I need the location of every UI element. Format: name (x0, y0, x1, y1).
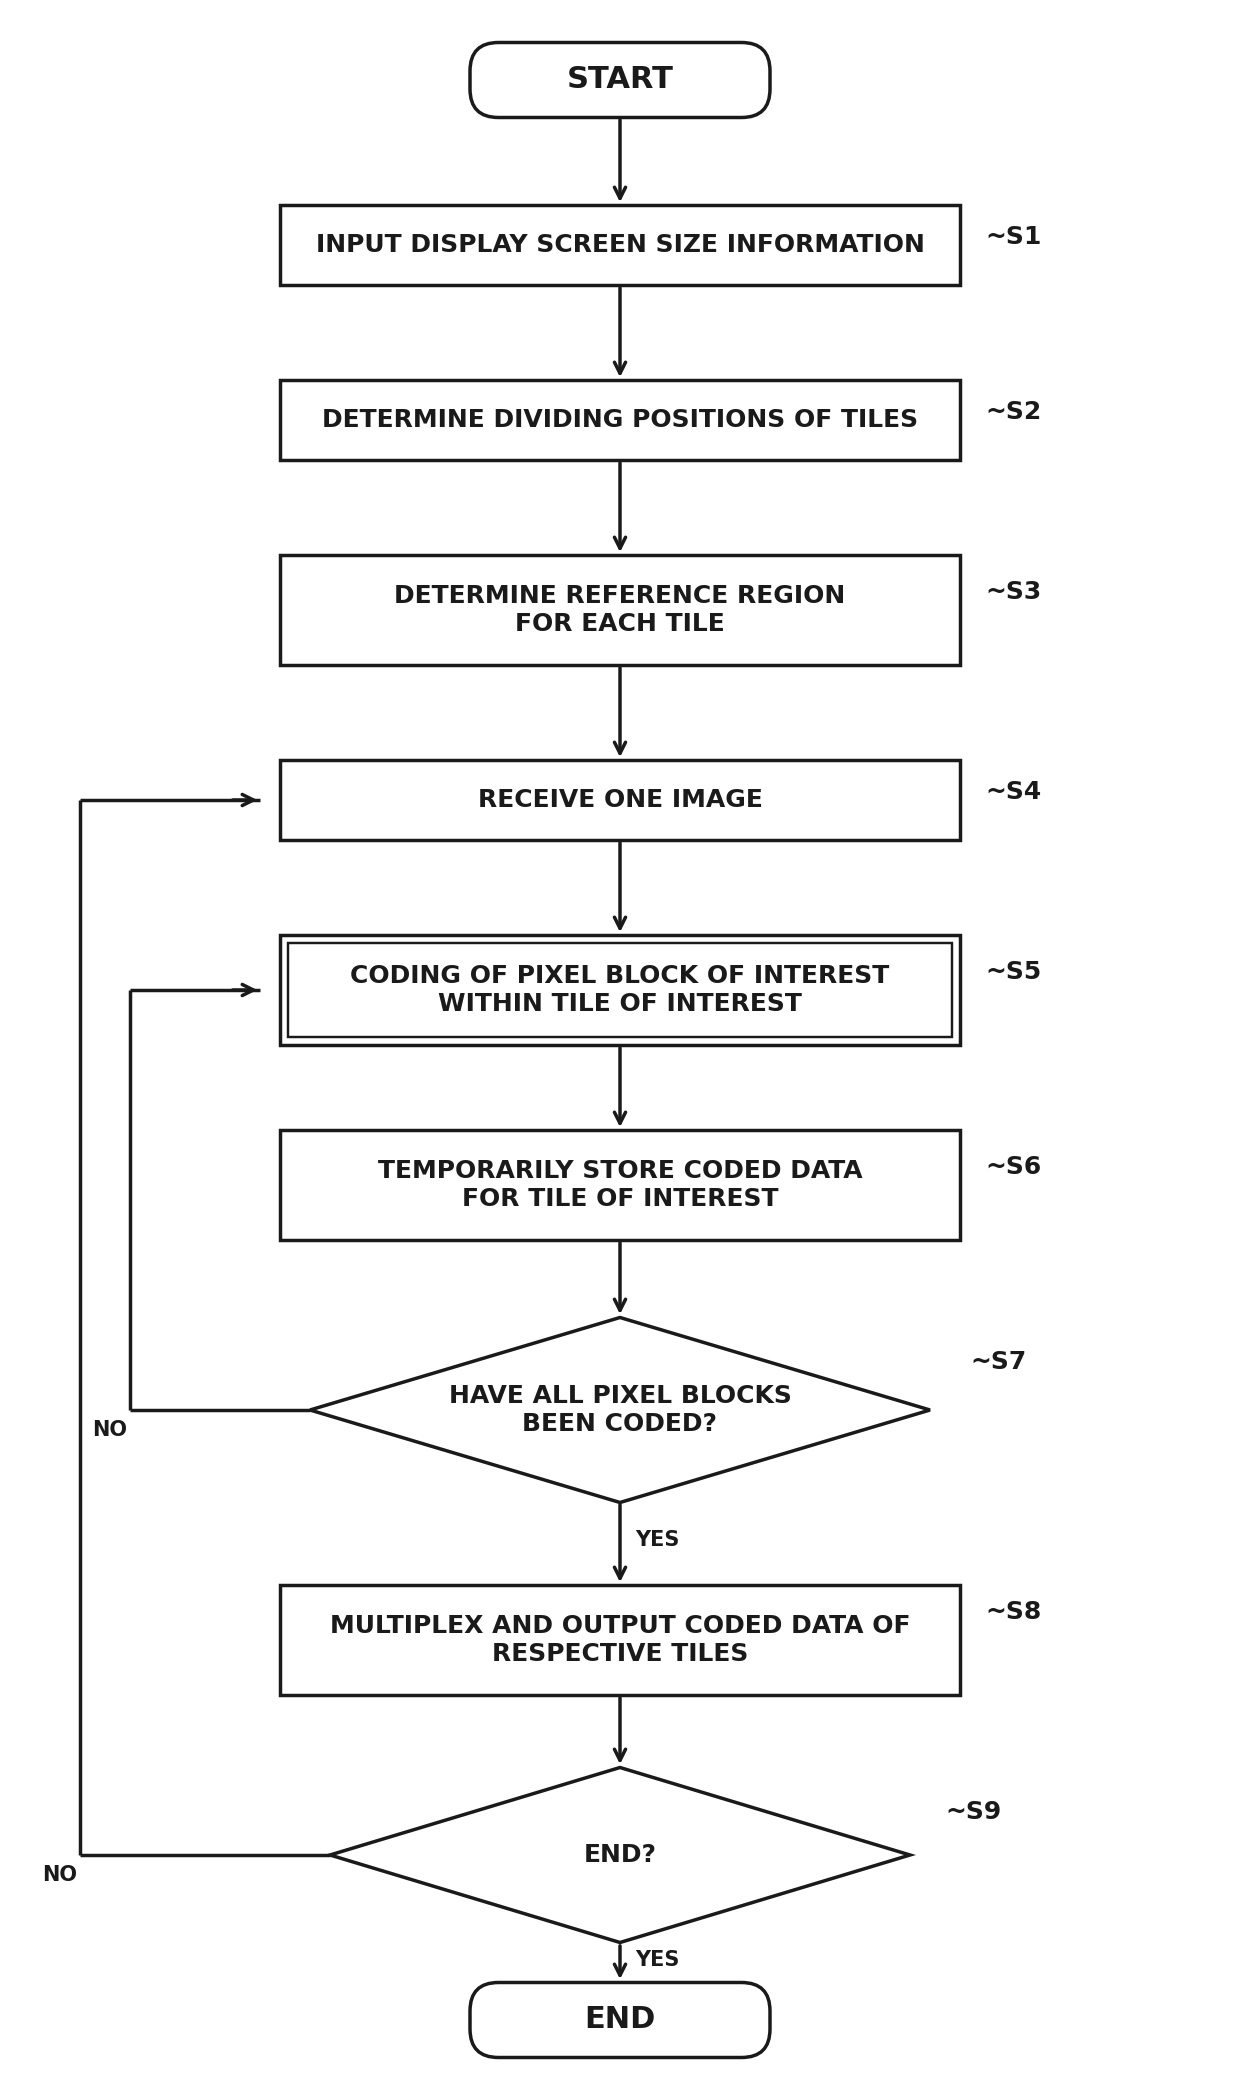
Text: ~S4: ~S4 (985, 780, 1042, 805)
FancyBboxPatch shape (470, 42, 770, 117)
Text: CODING OF PIXEL BLOCK OF INTEREST
WITHIN TILE OF INTEREST: CODING OF PIXEL BLOCK OF INTEREST WITHIN… (351, 963, 889, 1016)
Text: DETERMINE REFERENCE REGION
FOR EACH TILE: DETERMINE REFERENCE REGION FOR EACH TILE (394, 583, 846, 635)
Polygon shape (310, 1317, 930, 1503)
Text: NO: NO (42, 1864, 77, 1885)
Text: INPUT DISPLAY SCREEN SIZE INFORMATION: INPUT DISPLAY SCREEN SIZE INFORMATION (315, 232, 925, 257)
Text: ~S8: ~S8 (985, 1601, 1042, 1624)
Text: ~S5: ~S5 (985, 959, 1042, 984)
Text: ~S2: ~S2 (985, 399, 1042, 424)
Text: END: END (584, 2006, 656, 2034)
Text: MULTIPLEX AND OUTPUT CODED DATA OF
RESPECTIVE TILES: MULTIPLEX AND OUTPUT CODED DATA OF RESPE… (330, 1613, 910, 1666)
Bar (280, 205, 960, 284)
FancyBboxPatch shape (470, 1983, 770, 2057)
Text: YES: YES (635, 1530, 680, 1551)
Bar (280, 380, 960, 460)
Text: ~S1: ~S1 (985, 226, 1042, 249)
Text: TEMPORARILY STORE CODED DATA
FOR TILE OF INTEREST: TEMPORARILY STORE CODED DATA FOR TILE OF… (378, 1160, 862, 1210)
Bar (280, 934, 960, 1045)
Bar (280, 761, 960, 840)
Bar (280, 556, 960, 665)
Text: HAVE ALL PIXEL BLOCKS
BEEN CODED?: HAVE ALL PIXEL BLOCKS BEEN CODED? (449, 1384, 791, 1436)
Text: ~S9: ~S9 (945, 1799, 1001, 1825)
Polygon shape (330, 1768, 910, 1942)
Text: RECEIVE ONE IMAGE: RECEIVE ONE IMAGE (477, 788, 763, 813)
Text: END?: END? (584, 1843, 656, 1866)
Bar (280, 1584, 960, 1695)
Bar (280, 1131, 960, 1239)
Text: START: START (567, 65, 673, 94)
Text: NO: NO (93, 1419, 128, 1440)
Text: DETERMINE DIVIDING POSITIONS OF TILES: DETERMINE DIVIDING POSITIONS OF TILES (322, 408, 918, 433)
Bar (288, 943, 952, 1037)
Text: ~S7: ~S7 (970, 1350, 1027, 1373)
Text: ~S3: ~S3 (985, 581, 1042, 604)
Text: ~S6: ~S6 (985, 1156, 1042, 1179)
Text: YES: YES (635, 1950, 680, 1971)
